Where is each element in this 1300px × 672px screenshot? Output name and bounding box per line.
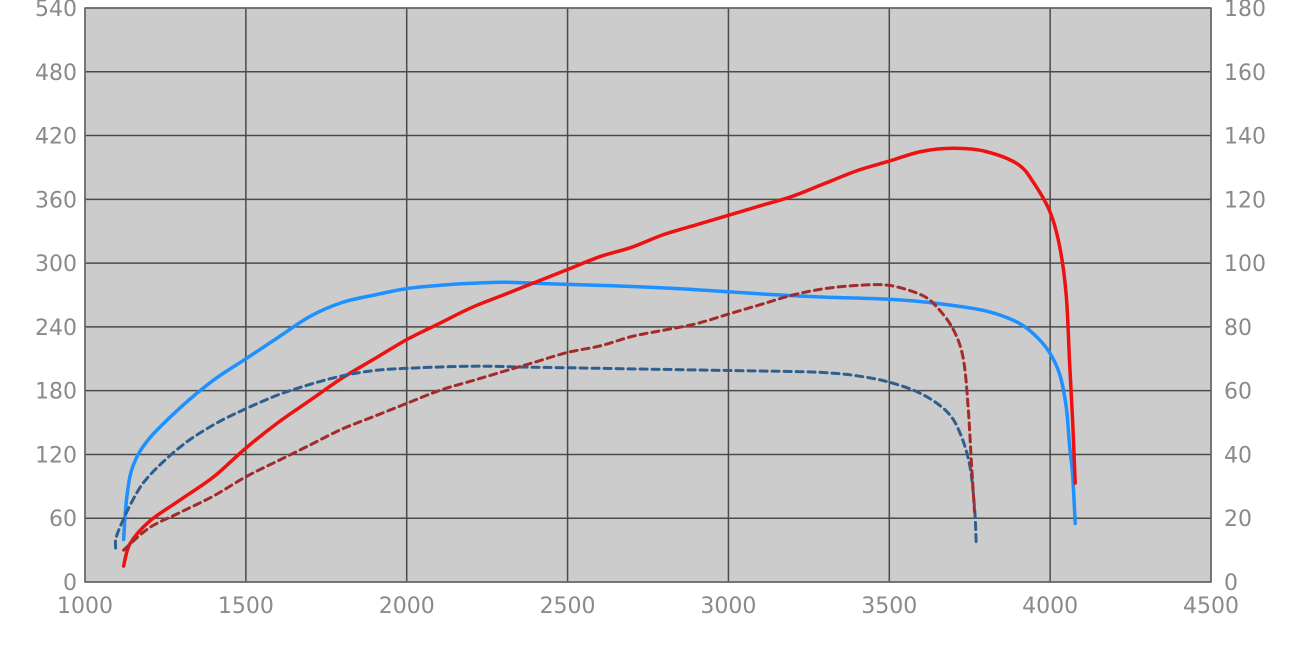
y-tick-label-left: 540 xyxy=(35,0,77,22)
plot-frame xyxy=(84,7,1212,583)
y-tick-label-left: 360 xyxy=(35,188,77,213)
plot-area xyxy=(85,8,1211,582)
x-tick-label: 2000 xyxy=(379,594,435,619)
y-tick-label-right: 20 xyxy=(1224,507,1252,532)
x-tick-label: 4000 xyxy=(1022,594,1078,619)
y-tick-label-right: 60 xyxy=(1224,380,1252,405)
y-tick-label-right: 0 xyxy=(1224,571,1238,596)
y-tick-label-left: 420 xyxy=(35,125,77,150)
series-line-3 xyxy=(113,364,978,550)
y-tick-label-left: 120 xyxy=(35,443,77,468)
x-tick-label: 1500 xyxy=(218,594,274,619)
series-line-2 xyxy=(121,146,1077,568)
x-tick-label: 2500 xyxy=(540,594,596,619)
series-layer xyxy=(113,146,1077,568)
x-tick-label: 1000 xyxy=(57,594,113,619)
x-tick-label: 3000 xyxy=(700,594,756,619)
y-tick-label-right: 140 xyxy=(1224,125,1266,150)
series-line-4 xyxy=(122,283,976,552)
y-tick-label-left: 480 xyxy=(35,61,77,86)
y-tick-label-right: 120 xyxy=(1224,188,1266,213)
x-tick-label: 3500 xyxy=(861,594,917,619)
y-tick-label-left: 180 xyxy=(35,380,77,405)
y-tick-label-left: 0 xyxy=(63,571,77,596)
y-tick-label-left: 60 xyxy=(49,507,77,532)
y-tick-label-right: 80 xyxy=(1224,316,1252,341)
y-tick-label-right: 40 xyxy=(1224,443,1252,468)
y-tick-label-right: 160 xyxy=(1224,61,1266,86)
series-line-1 xyxy=(121,280,1077,542)
y-tick-label-right: 180 xyxy=(1224,0,1266,22)
y-tick-label-left: 300 xyxy=(35,252,77,277)
x-tick-label: 4500 xyxy=(1183,594,1239,619)
y-tick-label-right: 100 xyxy=(1224,252,1266,277)
tick-layer: 1000 1500 2000 2500 3000 3500 4000 450006012018… xyxy=(35,0,1266,619)
y-tick-label-left: 240 xyxy=(35,316,77,341)
